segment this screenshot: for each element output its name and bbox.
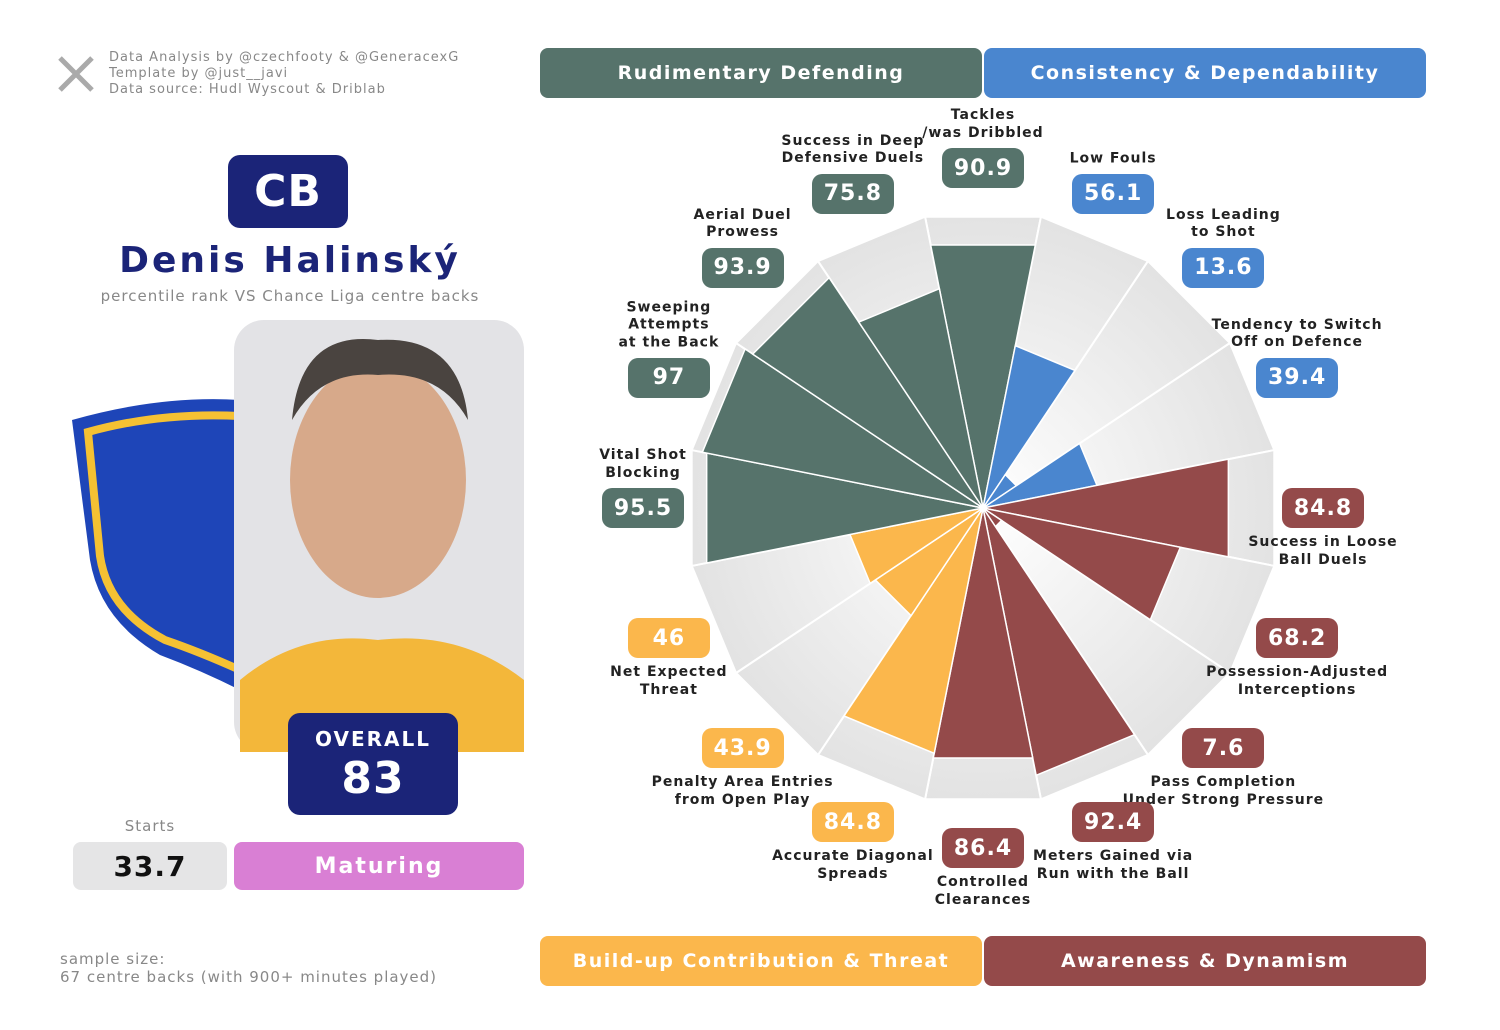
category-label: Low Fouls <box>1069 150 1157 167</box>
category-label: Pass Completion Under Strong Pressure <box>1122 774 1325 808</box>
value-badge: 43.9 <box>701 728 784 769</box>
player-hair <box>292 339 468 420</box>
value-badge: 7.6 <box>1182 728 1265 769</box>
value-badge: 56.1 <box>1072 173 1155 214</box>
credit: Data source: Hudl Wyscout & Driblab <box>109 82 386 97</box>
category-label: Success in Deep Defensive Duels <box>781 132 925 167</box>
wedge <box>857 287 984 509</box>
category-label: Vital Shot Blocking <box>599 447 687 481</box>
club-logo-ring <box>83 411 244 677</box>
category-label: Tackles /was Dribbled <box>922 107 1044 141</box>
category-label: Possession-Adjusted Interceptions <box>1206 664 1389 698</box>
category-label: Controlled Clearances <box>934 874 1032 908</box>
value-badge: 84.8 <box>811 802 894 843</box>
stage: Maturing <box>234 842 524 890</box>
subtitle: percentile rank VS Chance Liga centre ba… <box>100 287 480 305</box>
sample-note: sample size: <box>60 950 166 968</box>
category-label: Meters Gained via Run with the Ball <box>1033 848 1194 882</box>
value-badge: 97 <box>627 357 710 398</box>
category-label: Success in Loose Ball Duels <box>1248 534 1398 568</box>
value-badge: 92.4 <box>1072 802 1155 843</box>
value-badge: 86.4 <box>942 828 1024 868</box>
value-badge: 68.2 <box>1256 618 1339 659</box>
group-banner: Build-up Contribution & Threat <box>540 936 982 986</box>
credit: Data Analysis by @czechfooty & @Generace… <box>109 50 460 65</box>
overall-label: OVERALL <box>315 727 431 751</box>
category-label: Sweeping Attempts at the Back <box>618 299 720 351</box>
group-banner: Consistency & Dependability <box>984 48 1426 98</box>
position-badge: CB <box>228 155 348 228</box>
category-label: Aerial Duel Prowess <box>693 206 792 241</box>
group-banner: Awareness & Dynamism <box>984 936 1426 986</box>
credit: Template by @just__javi <box>109 66 289 81</box>
value-badge: 13.6 <box>1182 247 1265 288</box>
category-label: Tendency to Switch Off on Defence <box>1211 316 1383 351</box>
value-badge: 84.8 <box>1282 488 1364 528</box>
group-banner: Rudimentary Defending <box>540 48 982 98</box>
value-badge: 90.9 <box>942 148 1024 188</box>
category-label: Penalty Area Entries from Open Play <box>651 774 834 808</box>
category-label: Loss Leading to Shot <box>1166 206 1281 241</box>
value-badge: 39.4 <box>1256 357 1339 398</box>
wedge <box>982 344 1077 509</box>
starts-label: Starts <box>124 817 176 835</box>
radar <box>690 215 1276 801</box>
player-face <box>290 362 466 598</box>
value-badge: 46 <box>627 618 710 659</box>
x-logo <box>58 56 94 92</box>
category-label: Accurate Diagonal Spreads <box>772 848 934 882</box>
club-logo <box>72 399 240 690</box>
value-badge: 95.5 <box>602 488 684 528</box>
value-badge: 93.9 <box>701 247 784 288</box>
value-badge: 75.8 <box>811 173 894 214</box>
sample-note: 67 centre backs (with 900+ minutes playe… <box>60 968 438 986</box>
overall-box: OVERALL 83 <box>288 713 458 815</box>
overall-value: 83 <box>341 753 405 804</box>
wedge <box>982 507 1182 621</box>
player-name: Denis Halinský <box>119 240 461 281</box>
starts-value: 33.7 <box>73 842 227 890</box>
category-label: Net Expected Threat <box>610 664 728 698</box>
